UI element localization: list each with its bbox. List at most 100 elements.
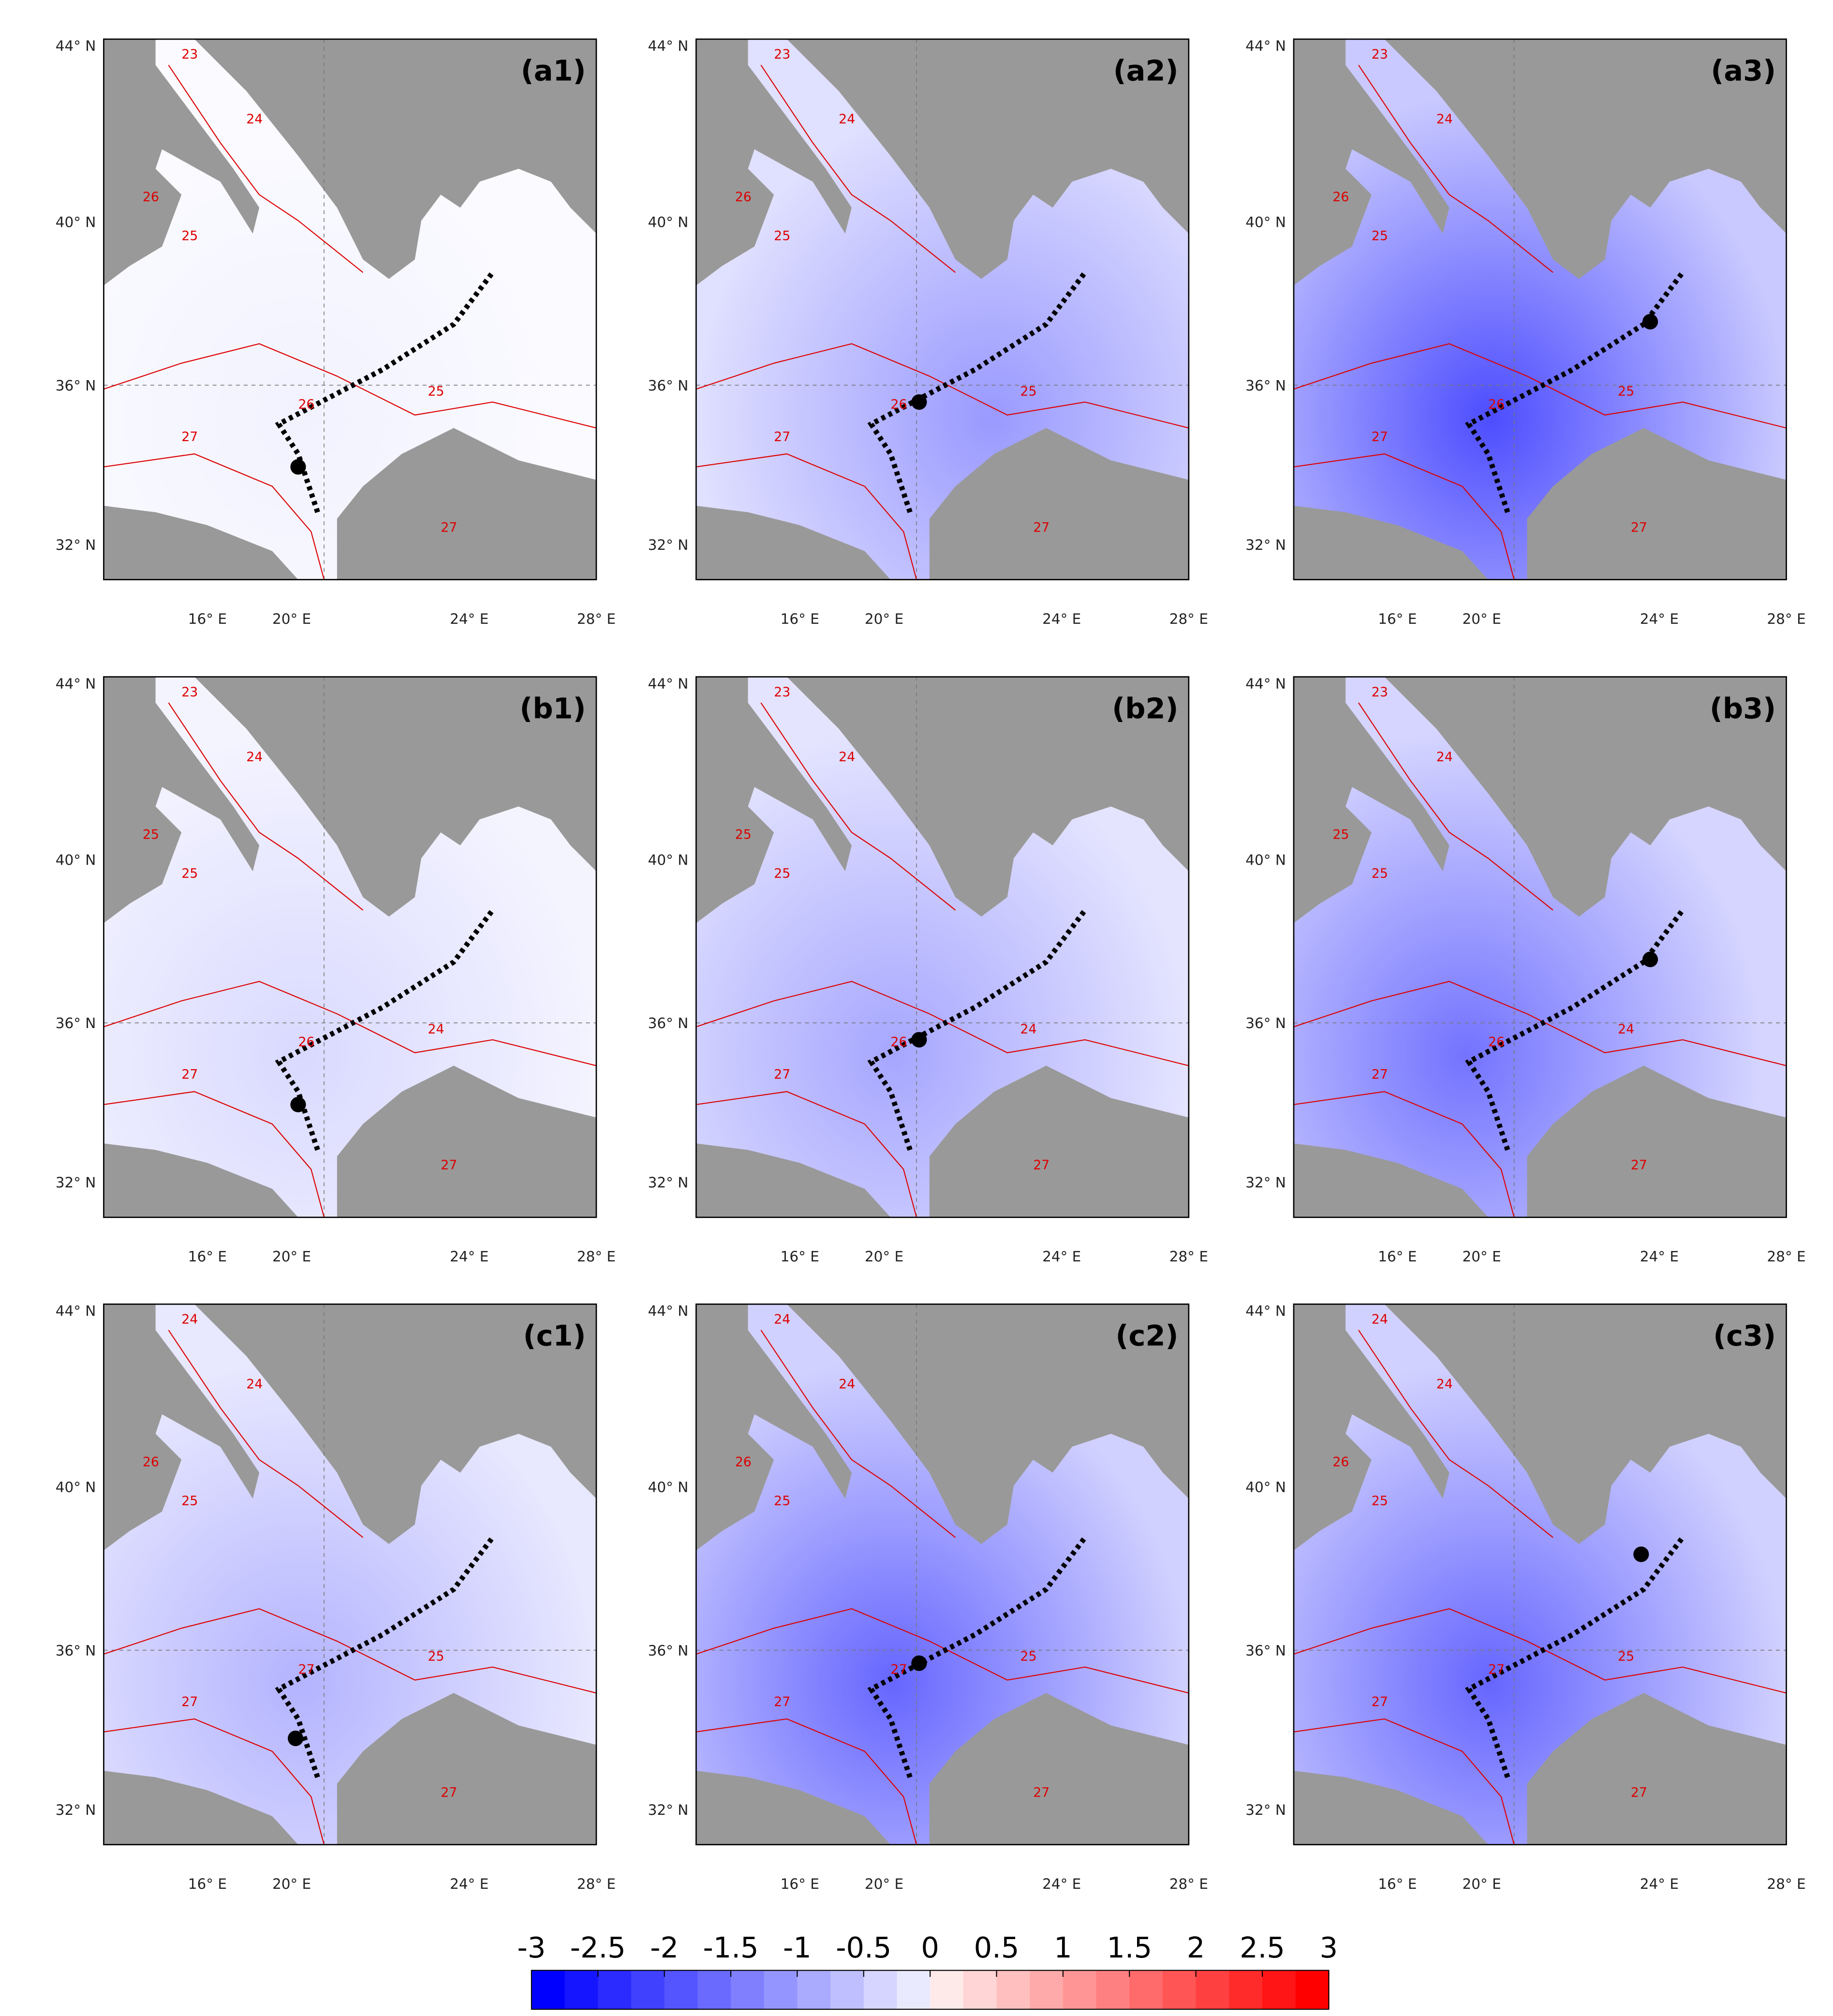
sea bbox=[103, 39, 596, 580]
contour-label: 24 bbox=[428, 1022, 444, 1037]
colorbar-swatch bbox=[1295, 1970, 1330, 2010]
marker bbox=[911, 394, 927, 410]
sea bbox=[696, 677, 1189, 1218]
lon-label: 20° E bbox=[1463, 611, 1501, 627]
map-panel: 23 24 25 25 26 27 27 24 (b2) 44° N 40° N 36° N 32° N… bbox=[648, 676, 1208, 1265]
lat-label: 32° N bbox=[1245, 537, 1286, 553]
lat-label: 36° N bbox=[1245, 1642, 1286, 1659]
contour-label: 25 bbox=[143, 827, 159, 842]
sea bbox=[103, 677, 596, 1218]
contour-label: 24 bbox=[1436, 1377, 1453, 1392]
colorbar-swatch bbox=[731, 1970, 765, 2010]
frame bbox=[1293, 676, 1787, 1218]
contour bbox=[168, 702, 364, 911]
contour-label: 25 bbox=[1372, 866, 1388, 881]
contour bbox=[1293, 1718, 1515, 1845]
contour-label: 26 bbox=[1488, 1035, 1505, 1050]
colorbar-swatch bbox=[797, 1970, 831, 2010]
contour-label: 23 bbox=[1372, 47, 1388, 62]
panel-label: (c1) bbox=[523, 1319, 586, 1353]
lat-label: 36° N bbox=[1245, 1015, 1286, 1031]
colorbar-tick-label: 2 bbox=[1187, 1931, 1205, 1964]
colorbar-swatch bbox=[830, 1970, 865, 2010]
lon-label: 20° E bbox=[272, 1249, 311, 1265]
sea bbox=[1293, 677, 1787, 1218]
frame bbox=[103, 1303, 597, 1845]
contour-label: 23 bbox=[181, 685, 198, 700]
lat-label: 36° N bbox=[648, 377, 689, 394]
track bbox=[275, 271, 495, 513]
map-panel: 24 24 25 26 27 27 27 25 (c2) 44° N 40° N 36° N 32° N… bbox=[648, 1303, 1208, 1892]
contour-label: 26 bbox=[890, 397, 907, 412]
lon-label: 16° E bbox=[781, 1249, 819, 1265]
contour-label: 26 bbox=[143, 1455, 159, 1470]
contour bbox=[103, 343, 597, 429]
contour bbox=[103, 453, 325, 580]
contour-label: 25 bbox=[428, 384, 444, 399]
sea bbox=[696, 39, 1189, 580]
contour bbox=[1358, 64, 1553, 273]
contour-label: 25 bbox=[1372, 1493, 1388, 1508]
lat-label: 32° N bbox=[56, 1175, 96, 1191]
contour-label: 27 bbox=[1033, 1785, 1050, 1800]
contour-label: 27 bbox=[181, 1694, 198, 1709]
contour-label: 24 bbox=[839, 112, 855, 127]
lon-label: 20° E bbox=[1463, 1876, 1501, 1892]
lon-label: 20° E bbox=[865, 1249, 903, 1265]
colorbar-tick-label: -0.5 bbox=[836, 1931, 891, 1964]
contour bbox=[103, 1091, 325, 1218]
contour bbox=[168, 64, 364, 273]
contour-label: 24 bbox=[246, 1377, 263, 1392]
lat-label: 44° N bbox=[648, 1303, 689, 1319]
contour-label: 24 bbox=[246, 112, 263, 127]
map-panel: 23 24 25 26 26 27 27 25 (a2) 44° N 40° N 36° N 32° N… bbox=[648, 38, 1208, 627]
track bbox=[1465, 1536, 1685, 1778]
lon-label: 28° E bbox=[577, 1876, 616, 1892]
frame bbox=[1293, 1303, 1787, 1845]
lon-label: 24° E bbox=[450, 1876, 488, 1892]
frame bbox=[103, 38, 597, 580]
contour bbox=[103, 1608, 597, 1694]
contour bbox=[103, 1718, 325, 1845]
lat-label: 32° N bbox=[648, 1175, 689, 1191]
contour-label: 25 bbox=[774, 228, 790, 243]
contour-label: 27 bbox=[1631, 520, 1647, 535]
track bbox=[1465, 908, 1685, 1151]
contour-label: 24 bbox=[1372, 1312, 1388, 1327]
contour-label: 25 bbox=[1618, 384, 1634, 399]
panel-label: (a2) bbox=[1113, 54, 1179, 88]
contour bbox=[103, 981, 597, 1066]
lon-label: 20° E bbox=[272, 611, 311, 627]
colorbar-tick-label: 0.5 bbox=[974, 1931, 1020, 1964]
contour-label: 26 bbox=[735, 190, 752, 205]
contour-label: 25 bbox=[181, 1493, 198, 1508]
frame bbox=[103, 676, 597, 1218]
contour-label: 27 bbox=[1372, 429, 1388, 444]
lat-label: 32° N bbox=[56, 1802, 96, 1818]
contour-label: 24 bbox=[839, 750, 855, 765]
lat-label: 44° N bbox=[648, 676, 689, 692]
marker bbox=[911, 1655, 927, 1671]
lat-label: 32° N bbox=[648, 537, 689, 553]
contour-label: 27 bbox=[441, 1785, 457, 1800]
contour-label: 26 bbox=[298, 1035, 314, 1050]
track bbox=[275, 908, 495, 1151]
contour-label: 27 bbox=[181, 429, 198, 444]
contour-label: 24 bbox=[1436, 112, 1453, 127]
colorbar-swatch bbox=[1262, 1970, 1297, 2010]
lon-label: 28° E bbox=[1767, 1249, 1805, 1265]
lon-label: 16° E bbox=[1378, 1876, 1417, 1892]
marker bbox=[288, 1730, 304, 1746]
lon-label: 16° E bbox=[781, 1876, 819, 1892]
contour-label: 27 bbox=[441, 1158, 457, 1173]
lon-label: 16° E bbox=[781, 611, 819, 627]
contour-label: 23 bbox=[181, 47, 198, 62]
sea bbox=[103, 1304, 596, 1845]
contour-label: 25 bbox=[181, 866, 198, 881]
contour-label: 27 bbox=[1631, 1785, 1647, 1800]
contour-label: 24 bbox=[181, 1312, 198, 1327]
panel-label: (a1) bbox=[521, 54, 586, 88]
lon-label: 20° E bbox=[272, 1876, 311, 1892]
colorbar-swatch bbox=[1229, 1970, 1263, 2010]
lon-label: 28° E bbox=[577, 611, 616, 627]
